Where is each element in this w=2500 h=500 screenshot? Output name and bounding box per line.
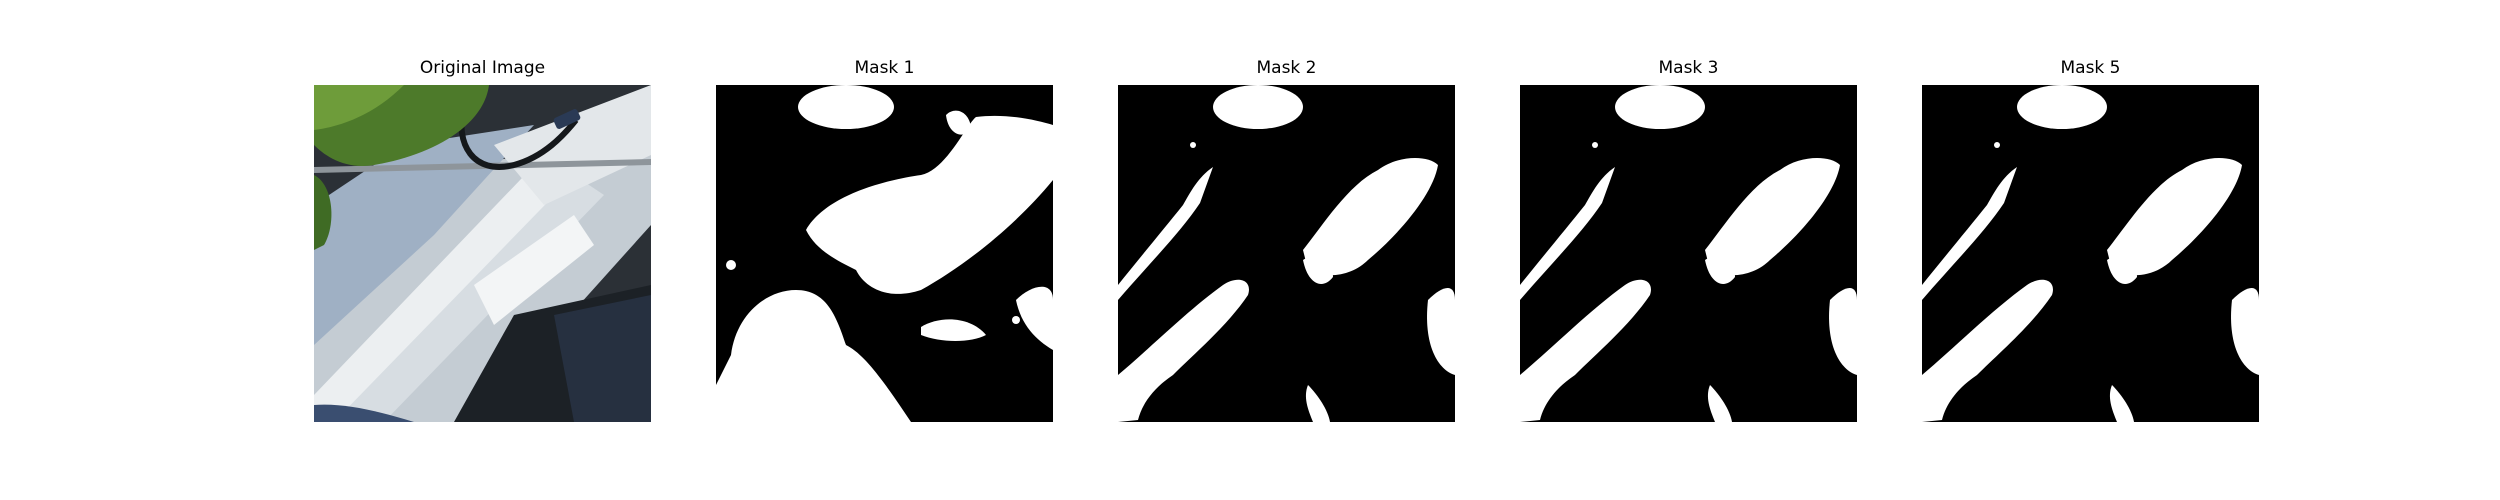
original-image-panel <box>314 85 651 422</box>
panel-title-original-image: Original Image <box>419 58 546 78</box>
panel-title-mask-2: Mask 2 <box>1256 58 1317 78</box>
mask-1-image <box>716 85 1053 422</box>
panel-title-mask-3: Mask 3 <box>1658 58 1719 78</box>
mask-2-image <box>1118 85 1455 422</box>
mask-3-panel <box>1520 85 1857 422</box>
panel-title-mask-5: Mask 5 <box>2060 58 2121 78</box>
original-photo <box>314 85 651 422</box>
mask-5-panel <box>1922 85 2259 422</box>
mask-2-panel <box>1118 85 1455 422</box>
mask-1-panel <box>716 85 1053 422</box>
panel-title-mask-1: Mask 1 <box>854 58 915 78</box>
mask-3-image <box>1520 85 1857 422</box>
mask-5-image <box>1922 85 2259 422</box>
